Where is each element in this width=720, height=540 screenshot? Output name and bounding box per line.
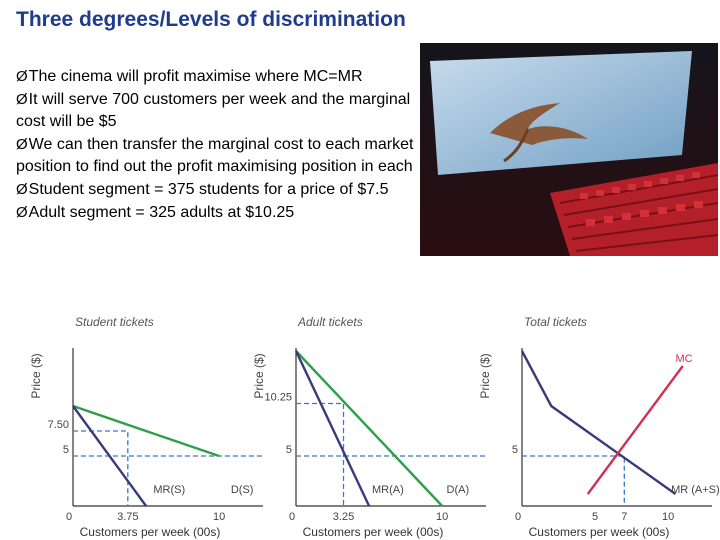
x-tick-label: 7 bbox=[621, 511, 627, 523]
bullet-text: We can then transfer the marginal cost t… bbox=[16, 136, 414, 175]
arrow-bullet-icon: Ø bbox=[16, 136, 28, 153]
x-tick-label: 0 bbox=[66, 511, 72, 523]
bullet-text: It will serve 700 customers per week and… bbox=[16, 91, 411, 130]
y-axis-label: Price ($) bbox=[478, 353, 492, 398]
series-label: MR(A) bbox=[372, 484, 404, 496]
cinema-photo-illustration bbox=[420, 43, 718, 256]
y-tick-label: 10.25 bbox=[264, 392, 292, 404]
y-tick-label: 5 bbox=[63, 444, 69, 456]
bullet-list: ØThe cinema will profit maximise where M… bbox=[16, 66, 416, 225]
y-axis-label: Price ($) bbox=[29, 353, 43, 398]
x-tick-label: 10 bbox=[662, 511, 674, 523]
chart-total-tickets: Total tickets Price ($) Customers per week… bbox=[478, 315, 720, 539]
charts-area: Student tickets Price ($) Customers per we… bbox=[29, 315, 720, 539]
series-line-mr-s- bbox=[72, 405, 148, 507]
bullet-item: ØAdult segment = 325 adults at $10.25 bbox=[16, 202, 416, 224]
y-tick-label: 5 bbox=[512, 444, 518, 456]
series-line-d-a- bbox=[295, 350, 444, 507]
chart-title: Student tickets bbox=[75, 315, 154, 329]
y-tick-label: 5 bbox=[286, 444, 292, 456]
arrow-bullet-icon: Ø bbox=[16, 181, 28, 198]
series-line-mc bbox=[586, 365, 684, 495]
x-tick-label: 10 bbox=[213, 511, 225, 523]
x-tick-label: 10 bbox=[436, 511, 448, 523]
chart-adult-tickets: Adult tickets Price ($) Customers per week… bbox=[252, 315, 486, 539]
series-label: D(A) bbox=[447, 484, 470, 496]
series-label: D(S) bbox=[231, 484, 254, 496]
chart-title: Adult tickets bbox=[297, 315, 363, 329]
bullet-item: ØIt will serve 700 customers per week an… bbox=[16, 89, 416, 133]
bullet-text: Adult segment = 325 adults at $10.25 bbox=[28, 204, 295, 221]
x-axis-label: Customers per week (00s) bbox=[80, 525, 221, 539]
x-axis-label: Customers per week (00s) bbox=[529, 525, 670, 539]
x-tick-label: 5 bbox=[592, 511, 598, 523]
arrow-bullet-icon: Ø bbox=[16, 204, 28, 221]
y-axis-label: Price ($) bbox=[252, 353, 266, 398]
chart-title: Total tickets bbox=[524, 315, 587, 329]
cinema-auditorium-photo bbox=[420, 43, 718, 256]
series-line-mr bbox=[520, 350, 677, 495]
arrow-bullet-icon: Ø bbox=[16, 68, 28, 85]
series-line-d-s- bbox=[72, 404, 220, 458]
bullet-item: ØStudent segment = 375 students for a pr… bbox=[16, 179, 416, 201]
chart-annotation: MR (A+S) bbox=[671, 484, 720, 496]
y-tick-label: 7.50 bbox=[48, 419, 69, 431]
guide-line bbox=[296, 402, 345, 506]
series-label: MC bbox=[675, 353, 692, 365]
series-label: MR(S) bbox=[153, 484, 185, 496]
x-axis-label: Customers per week (00s) bbox=[303, 525, 444, 539]
guide-line bbox=[522, 455, 625, 506]
arrow-bullet-icon: Ø bbox=[16, 91, 28, 108]
bullet-text: Student segment = 375 students for a pri… bbox=[28, 181, 389, 198]
bullet-item: ØThe cinema will profit maximise where M… bbox=[16, 66, 416, 88]
slide-title: Three degrees/Levels of discrimination bbox=[16, 8, 406, 31]
x-tick-label: 0 bbox=[515, 511, 521, 523]
chart-student-tickets: Student tickets Price ($) Customers per we… bbox=[29, 315, 263, 539]
bullet-text: The cinema will profit maximise where MC… bbox=[28, 68, 363, 85]
series-line-mr-a- bbox=[294, 350, 371, 507]
x-tick-label: 3.25 bbox=[333, 511, 354, 523]
x-tick-label: 0 bbox=[289, 511, 295, 523]
x-tick-label: 3.75 bbox=[117, 511, 138, 523]
bullet-item: ØWe can then transfer the marginal cost … bbox=[16, 134, 416, 178]
